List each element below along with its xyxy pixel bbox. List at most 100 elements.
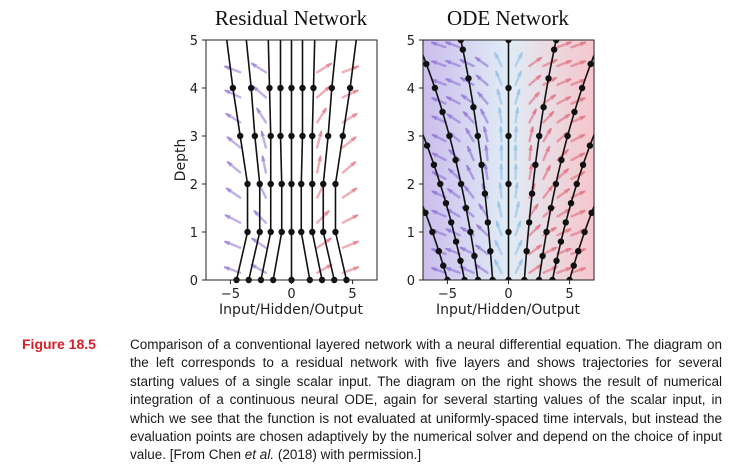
residual-evaluation-point (288, 181, 294, 187)
ode-evaluation-point (553, 181, 559, 187)
residual-evaluation-point (268, 133, 274, 139)
ode-evaluation-point (558, 157, 564, 163)
ode-evaluation-point (505, 181, 511, 187)
ode-evaluation-point (581, 229, 587, 235)
y-tick-label: 2 (190, 178, 198, 193)
ode-evaluation-point (460, 46, 466, 52)
y-tick-label: 4 (190, 82, 198, 97)
ode-evaluation-point (523, 248, 529, 254)
residual-evaluation-point (288, 85, 294, 91)
ode-evaluation-point (471, 253, 477, 259)
ode-evaluation-point (575, 248, 581, 254)
residual-evaluation-point (244, 229, 250, 235)
residual-evaluation-point (279, 181, 285, 187)
ode-trajectories (325, 37, 692, 283)
ode-evaluation-point (440, 262, 446, 268)
ode-x-axis-label: Input/Hidden/Output (436, 302, 581, 318)
residual-evaluation-point (299, 85, 305, 91)
ode-evaluation-point (436, 248, 442, 254)
residual-evaluation-point (340, 133, 346, 139)
residual-evaluation-point (298, 229, 304, 235)
residual-evaluation-point (237, 133, 243, 139)
ode-evaluation-point (429, 229, 435, 235)
caption-text: Comparison of a conventional layered net… (130, 336, 722, 465)
residual-evaluation-point (230, 85, 236, 91)
y-tick-label: 5 (190, 34, 198, 49)
residual-evaluation-point (320, 229, 326, 235)
residual-evaluation-point (309, 133, 315, 139)
residual-evaluation-point (298, 181, 304, 187)
ode-evaluation-point (564, 133, 570, 139)
ode-evaluation-point (580, 162, 586, 168)
residual-evaluation-point (244, 181, 250, 187)
ode-evaluation-point (587, 61, 593, 67)
ode-evaluation-point (574, 181, 580, 187)
ode-evaluation-point (579, 85, 585, 91)
ode-evaluation-point (432, 85, 438, 91)
ode-evaluation-point (551, 46, 557, 52)
ode-evaluation-point (482, 190, 488, 196)
caption-italic-et-al: et al. (245, 447, 274, 462)
ode-evaluation-point (467, 229, 473, 235)
y-tick-label: 2 (407, 178, 415, 193)
ode-evaluation-point (558, 238, 564, 244)
residual-evaluation-point (299, 133, 305, 139)
x-tick-label: 0 (287, 287, 295, 302)
residual-panel-title: Residual Network (215, 6, 368, 30)
residual-evaluation-point (320, 181, 326, 187)
y-tick-label: 1 (407, 226, 415, 241)
y-tick-label: 0 (190, 274, 198, 289)
ode-evaluation-point (465, 75, 471, 81)
ode-evaluation-point (485, 219, 491, 225)
ode-evaluation-point (453, 238, 459, 244)
ode-evaluation-point (543, 229, 549, 235)
ode-evaluation-point (424, 142, 430, 148)
residual-evaluation-point (279, 229, 285, 235)
residual-evaluation-point (332, 181, 338, 187)
ode-evaluation-point (548, 205, 554, 211)
caption-text-main: Comparison of a conventional layered net… (130, 337, 722, 462)
ode-evaluation-point (457, 258, 463, 264)
residual-evaluation-point (288, 133, 294, 139)
residual-evaluation-point (266, 85, 272, 91)
ode-evaluation-point (529, 190, 535, 196)
y-tick-label: 1 (190, 226, 198, 241)
residual-evaluation-point (325, 133, 331, 139)
residual-evaluation-point (288, 229, 294, 235)
ode-evaluation-point (539, 253, 545, 259)
residual-evaluation-point (309, 181, 315, 187)
ode-evaluation-point (478, 162, 484, 168)
ode-evaluation-point (505, 229, 511, 235)
ode-evaluation-point (540, 104, 546, 110)
y-tick-label: 5 (407, 34, 415, 49)
ode-evaluation-point (458, 181, 464, 187)
ode-evaluation-point (526, 219, 532, 225)
ode-evaluation-point (423, 61, 429, 67)
residual-evaluation-point (332, 229, 338, 235)
residual-evaluation-point (310, 85, 316, 91)
residual-x-axis-label: Input/Hidden/Output (219, 302, 364, 318)
residual-evaluation-point (257, 181, 263, 187)
residual-evaluation-point (268, 181, 274, 187)
ode-evaluation-point (452, 157, 458, 163)
caption-text-tail: (2018) with permission.] (274, 447, 421, 462)
ode-evaluation-point (563, 219, 569, 225)
residual-evaluation-point (277, 85, 283, 91)
ode-evaluation-point (571, 109, 577, 115)
x-tick-label: 5 (348, 287, 356, 302)
x-tick-label: −5 (221, 287, 240, 302)
ode-evaluation-point (439, 109, 445, 115)
y-tick-label: 0 (407, 274, 415, 289)
ode-evaluation-point (571, 262, 577, 268)
ode-evaluation-point (587, 142, 593, 148)
x-tick-label: −5 (438, 287, 457, 302)
ode-evaluation-point (470, 104, 476, 110)
residual-y-axis-label: Depth (173, 139, 189, 182)
residual-evaluation-point (257, 229, 263, 235)
x-tick-label: 5 (565, 287, 573, 302)
ode-evaluation-point (446, 133, 452, 139)
ode-evaluation-point (568, 200, 574, 206)
